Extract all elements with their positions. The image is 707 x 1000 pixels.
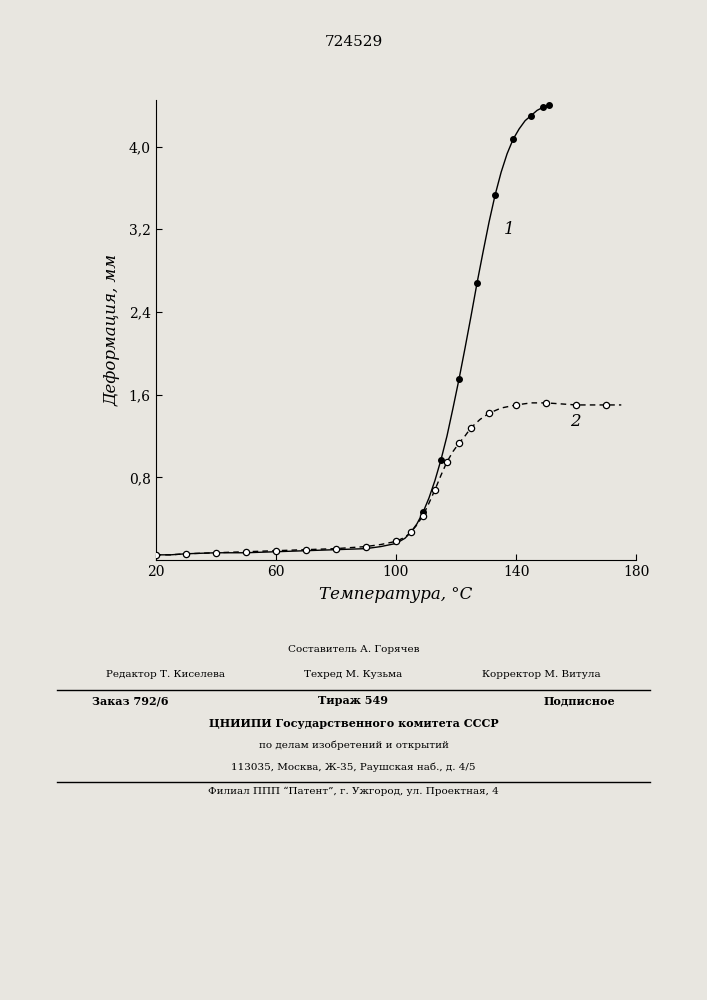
Text: ЦНИИПИ Государственного комитета СССР: ЦНИИПИ Государственного комитета СССР (209, 718, 498, 729)
Text: Тираж 549: Тираж 549 (318, 695, 389, 706)
X-axis label: Температура, °С: Температура, °С (320, 586, 472, 603)
Text: Корректор М. Витула: Корректор М. Витула (482, 670, 601, 679)
Text: 113035, Москва, Ж-35, Раушская наб., д. 4/5: 113035, Москва, Ж-35, Раушская наб., д. … (231, 762, 476, 772)
Text: Подписное: Подписное (544, 695, 615, 706)
Y-axis label: Деформация, мм: Деформация, мм (103, 254, 120, 406)
Text: 1: 1 (504, 221, 515, 238)
Text: Филиал ППП “Патент”, г. Ужгород, ул. Проектная, 4: Филиал ППП “Патент”, г. Ужгород, ул. Про… (208, 787, 499, 796)
Text: Редактор Т. Киселева: Редактор Т. Киселева (106, 670, 225, 679)
Text: Заказ 792/6: Заказ 792/6 (92, 695, 168, 706)
Text: 2: 2 (571, 413, 581, 430)
Text: Составитель А. Горячев: Составитель А. Горячев (288, 645, 419, 654)
Text: 724529: 724529 (325, 35, 382, 49)
Text: по делам изобретений и открытий: по делам изобретений и открытий (259, 740, 448, 750)
Text: Техред М. Кузьма: Техред М. Кузьма (305, 670, 402, 679)
